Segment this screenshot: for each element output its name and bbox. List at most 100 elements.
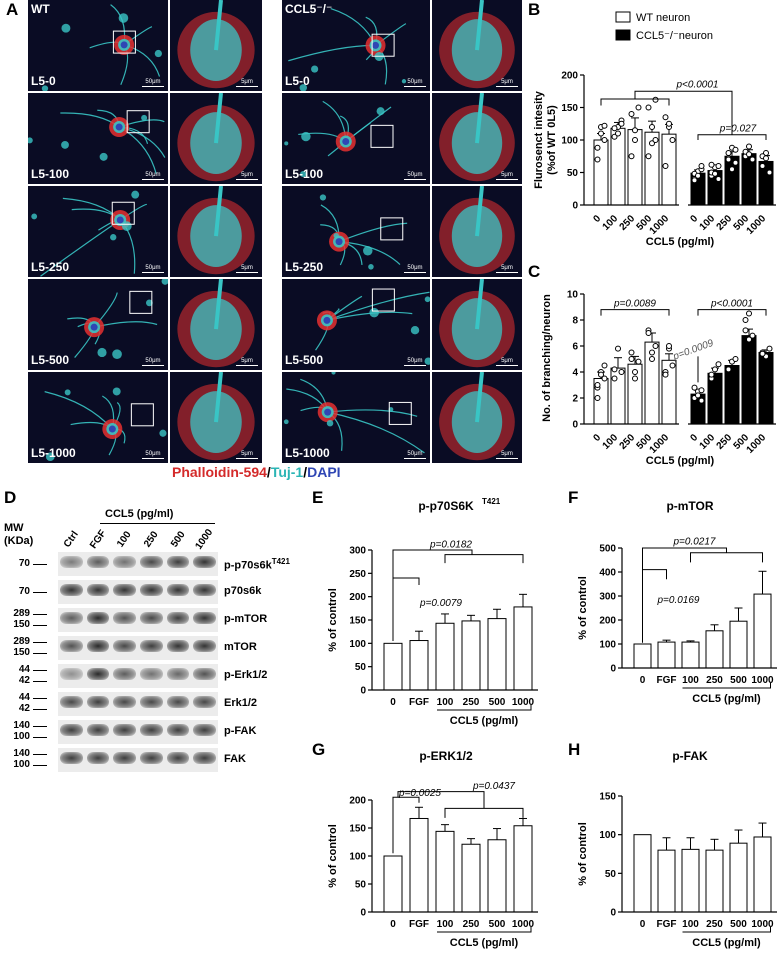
western-blot: MW (KDa) CCL5 (pg/ml) Ctrl FGF 100 250 500 10… [0, 500, 300, 790]
scale-bar: 50μm [142, 79, 164, 87]
data-point [618, 369, 625, 375]
blot-band [60, 556, 83, 568]
data-point [645, 104, 652, 111]
bar [758, 352, 774, 425]
data-point [698, 163, 705, 169]
blot-label: p-Erk1/2 [224, 669, 268, 681]
chart-h: p-FAK 0 50 100 150 % of control 0 FGF 100 250 500 1… [577, 749, 777, 949]
neuron-image [288, 7, 407, 91]
lane-label: Ctrl [61, 529, 81, 550]
bracket-ccl5 [444, 807, 524, 818]
debris [28, 137, 33, 144]
blot-band [113, 640, 136, 652]
debris [300, 171, 307, 178]
bar [729, 620, 748, 669]
nucleus [372, 41, 380, 49]
neuron-image [31, 190, 147, 277]
blot-band [113, 724, 136, 736]
blot-band [193, 724, 216, 736]
scale-bar-line [142, 86, 164, 87]
y-tick-label: 6 [572, 342, 578, 353]
micrograph-cell: 5μm [170, 93, 262, 184]
lane-label: 250 [142, 529, 161, 550]
bar [409, 640, 429, 691]
blot-rows: 70 p-p70s6kT421 70 p70s6k 289 150 p-mTOR 289 150… [0, 552, 300, 792]
axon [214, 0, 223, 51]
bar [681, 641, 700, 669]
data-point [618, 120, 625, 127]
chart-g: p-ERK1/2 0 50 100 150 200 % of control 0 FGF 100 2… [327, 749, 538, 949]
stain-label: Phalloidin-594/Tuj-1/DAPI [172, 464, 341, 480]
blot-band [86, 696, 110, 708]
mw-marker: 70 [18, 558, 30, 569]
scale-bar: 5μm [236, 451, 258, 459]
bracket-wt [600, 98, 670, 106]
data-point [649, 349, 655, 356]
x-tick-label: FGF [657, 919, 677, 930]
neuron-image [41, 4, 162, 91]
mw-tick [33, 564, 47, 565]
data-point [746, 310, 752, 317]
scale-bar-line [236, 458, 258, 459]
neurite [338, 222, 408, 243]
data-point [649, 124, 655, 130]
debris [284, 141, 289, 146]
micrograph-cell: 5μm [170, 186, 262, 277]
inset-box [371, 33, 395, 57]
ccl5-header: CCL5 (pg/ml) [105, 508, 174, 520]
data-point [732, 146, 739, 153]
bar [513, 825, 533, 913]
lane-label: 100 [115, 529, 134, 550]
mw-header: MW (KDa) [4, 522, 33, 548]
chart-title-sup: T421 [482, 497, 501, 506]
blot-band [166, 640, 190, 652]
scale-bar: 5μm [236, 172, 258, 180]
mw-marker: 42 [18, 675, 30, 686]
bracket-wt-label: p=0.0089 [613, 299, 656, 310]
micrograph-cell: L5-100 50μm [28, 93, 168, 184]
data-point [715, 163, 722, 169]
mw-tick [33, 681, 47, 682]
x-axis-label: CCL5 (pg/ml) [692, 693, 761, 705]
blot-band [140, 752, 163, 764]
x-tick-label: 1000 [751, 675, 774, 686]
blot-band [193, 584, 216, 596]
scale-bar-line [404, 458, 426, 459]
scale-bar-line [496, 458, 518, 459]
scale-bar: 5μm [236, 265, 258, 273]
scale-bar-line [404, 365, 426, 366]
data-point [594, 395, 601, 401]
x-tick-label: 100 [437, 919, 454, 930]
data-point [615, 130, 621, 137]
blot-band [86, 556, 110, 568]
bar [487, 839, 507, 913]
debris [118, 13, 129, 23]
scale-bar-line [142, 179, 164, 180]
debris [410, 325, 420, 335]
data-point [635, 104, 642, 111]
inset-box [112, 30, 136, 54]
blot-band [193, 696, 216, 708]
bar [435, 830, 455, 913]
neuron-image [439, 186, 515, 275]
axon [475, 93, 484, 144]
micrograph-row-label: L5-100 [285, 167, 324, 181]
data-point [715, 361, 722, 368]
bar [383, 855, 403, 913]
scale-bar-line [236, 365, 258, 366]
bracket-main [634, 90, 733, 135]
data-point [725, 150, 732, 156]
lane-labels: Ctrl FGF 100 250 500 1000 [58, 527, 218, 552]
y-axis-label: % of control [577, 822, 589, 886]
blot-band [113, 556, 136, 568]
inset-box [370, 124, 394, 148]
neuron-image [67, 279, 168, 360]
axon [475, 279, 484, 330]
y-tick-label: 150 [599, 792, 616, 803]
y-tick-label: 50 [567, 168, 579, 179]
inset-box [388, 401, 412, 425]
legend-label-wt: WT neuron [636, 12, 690, 24]
mw-marker: 140 [13, 720, 30, 731]
blot-band [140, 640, 163, 652]
blot-band [113, 612, 136, 624]
